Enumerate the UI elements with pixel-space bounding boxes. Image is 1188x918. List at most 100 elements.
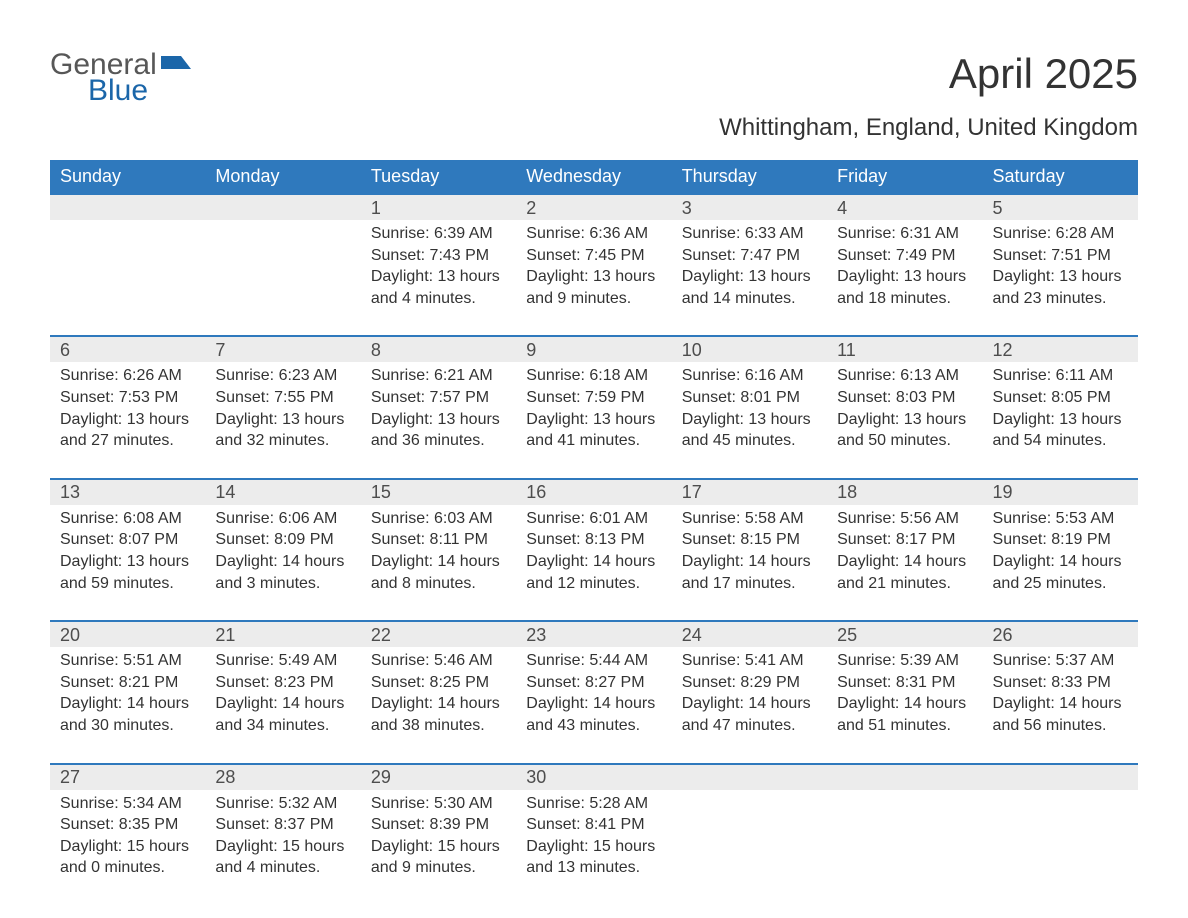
sunset-line: Sunset: 8:21 PM xyxy=(60,674,178,691)
daylight-line: Daylight: 13 hours and 45 minutes. xyxy=(682,411,811,450)
sunset-line: Sunset: 8:07 PM xyxy=(60,531,178,548)
weekday-wednesday: Wednesday xyxy=(516,160,671,194)
sunrise-line: Sunrise: 5:41 AM xyxy=(682,652,804,669)
sunset-line: Sunset: 8:05 PM xyxy=(993,389,1111,406)
month-title: April 2025 xyxy=(949,50,1138,98)
day-body-cell: Sunrise: 6:16 AMSunset: 8:01 PMDaylight:… xyxy=(672,362,827,478)
daylight-line: Daylight: 13 hours and 50 minutes. xyxy=(837,411,966,450)
daylight-line: Daylight: 13 hours and 36 minutes. xyxy=(371,411,500,450)
day-number-cell: 24 xyxy=(672,621,827,647)
day-body-cell: Sunrise: 6:13 AMSunset: 8:03 PMDaylight:… xyxy=(827,362,982,478)
weekday-monday: Monday xyxy=(205,160,360,194)
sunrise-line: Sunrise: 6:23 AM xyxy=(215,367,337,384)
day-body-cell: Sunrise: 6:33 AMSunset: 7:47 PMDaylight:… xyxy=(672,220,827,336)
daylight-line: Daylight: 13 hours and 27 minutes. xyxy=(60,411,189,450)
sunset-line: Sunset: 8:15 PM xyxy=(682,531,800,548)
weekday-friday: Friday xyxy=(827,160,982,194)
day-number-cell: 13 xyxy=(50,479,205,505)
day-body-cell xyxy=(983,790,1138,887)
daylight-line: Daylight: 14 hours and 12 minutes. xyxy=(526,553,655,592)
day-body-cell: Sunrise: 5:56 AMSunset: 8:17 PMDaylight:… xyxy=(827,505,982,621)
day-number-cell: 3 xyxy=(672,194,827,220)
header: General Blue April 2025 xyxy=(50,50,1138,106)
day-number-cell: 2 xyxy=(516,194,671,220)
day-number-cell: 11 xyxy=(827,336,982,362)
sunrise-line: Sunrise: 5:51 AM xyxy=(60,652,182,669)
sunrise-line: Sunrise: 5:44 AM xyxy=(526,652,648,669)
sunset-line: Sunset: 8:39 PM xyxy=(371,816,489,833)
sunset-line: Sunset: 8:35 PM xyxy=(60,816,178,833)
logo-word-blue: Blue xyxy=(88,76,157,106)
calendar-body: 12345Sunrise: 6:39 AMSunset: 7:43 PMDayl… xyxy=(50,194,1138,887)
sunrise-line: Sunrise: 6:03 AM xyxy=(371,510,493,527)
daylight-line: Daylight: 13 hours and 18 minutes. xyxy=(837,268,966,307)
sunrise-line: Sunrise: 6:33 AM xyxy=(682,225,804,242)
sunset-line: Sunset: 8:13 PM xyxy=(526,531,644,548)
daylight-line: Daylight: 15 hours and 0 minutes. xyxy=(60,838,189,877)
day-number-cell: 14 xyxy=(205,479,360,505)
day-number-cell: 5 xyxy=(983,194,1138,220)
flag-icon xyxy=(161,56,195,87)
day-number-cell: 22 xyxy=(361,621,516,647)
day-body-cell: Sunrise: 6:26 AMSunset: 7:53 PMDaylight:… xyxy=(50,362,205,478)
day-body-cell: Sunrise: 6:18 AMSunset: 7:59 PMDaylight:… xyxy=(516,362,671,478)
week-daybody-row: Sunrise: 5:34 AMSunset: 8:35 PMDaylight:… xyxy=(50,790,1138,887)
day-number-cell xyxy=(983,764,1138,790)
day-body-cell: Sunrise: 5:49 AMSunset: 8:23 PMDaylight:… xyxy=(205,647,360,763)
sunset-line: Sunset: 8:09 PM xyxy=(215,531,333,548)
sunrise-line: Sunrise: 6:18 AM xyxy=(526,367,648,384)
daylight-line: Daylight: 13 hours and 9 minutes. xyxy=(526,268,655,307)
day-body-cell: Sunrise: 6:01 AMSunset: 8:13 PMDaylight:… xyxy=(516,505,671,621)
day-body-cell xyxy=(827,790,982,887)
sunrise-line: Sunrise: 5:58 AM xyxy=(682,510,804,527)
day-number-cell xyxy=(50,194,205,220)
day-number-cell: 29 xyxy=(361,764,516,790)
day-body-cell xyxy=(50,220,205,336)
sunset-line: Sunset: 7:55 PM xyxy=(215,389,333,406)
day-body-cell: Sunrise: 5:46 AMSunset: 8:25 PMDaylight:… xyxy=(361,647,516,763)
day-body-cell: Sunrise: 5:44 AMSunset: 8:27 PMDaylight:… xyxy=(516,647,671,763)
day-body-cell xyxy=(205,220,360,336)
day-number-cell xyxy=(205,194,360,220)
day-number-cell: 18 xyxy=(827,479,982,505)
day-number-cell: 1 xyxy=(361,194,516,220)
sunrise-line: Sunrise: 5:37 AM xyxy=(993,652,1115,669)
sunset-line: Sunset: 8:23 PM xyxy=(215,674,333,691)
logo: General Blue xyxy=(50,50,195,106)
sunset-line: Sunset: 7:51 PM xyxy=(993,247,1111,264)
day-number-cell: 16 xyxy=(516,479,671,505)
sunrise-line: Sunrise: 5:46 AM xyxy=(371,652,493,669)
day-body-cell: Sunrise: 5:58 AM Sunset: 8:15 PM Daylight:… xyxy=(672,505,827,621)
day-body-cell: Sunrise: 5:51 AMSunset: 8:21 PMDaylight:… xyxy=(50,647,205,763)
daylight-line: Daylight: 14 hours and 38 minutes. xyxy=(371,695,500,734)
day-body-cell: Sunrise: 5:41 AMSunset: 8:29 PMDaylight:… xyxy=(672,647,827,763)
day-body-cell: Sunrise: 6:06 AMSunset: 8:09 PMDaylight:… xyxy=(205,505,360,621)
day-number-cell: 26 xyxy=(983,621,1138,647)
day-number-cell: 20 xyxy=(50,621,205,647)
sunrise-line: Sunrise: 6:13 AM xyxy=(837,367,959,384)
sunrise-line: Sunrise: 6:06 AM xyxy=(215,510,337,527)
day-body-cell: Sunrise: 6:03 AMSunset: 8:11 PMDaylight:… xyxy=(361,505,516,621)
sunrise-line: Sunrise: 5:53 AM xyxy=(993,510,1115,527)
sunrise-line: Sunrise: 6:16 AM xyxy=(682,367,804,384)
sunset-line: Sunset: 7:47 PM xyxy=(682,247,800,264)
sunrise-line: Sunrise: 5:30 AM xyxy=(371,795,493,812)
week-daynum-row: 6789101112 xyxy=(50,336,1138,362)
week-daynum-row: 13141516171819 xyxy=(50,479,1138,505)
sunrise-line: Sunrise: 6:26 AM xyxy=(60,367,182,384)
sunrise-line: Sunrise: 6:28 AM xyxy=(993,225,1115,242)
sunrise-line: Sunrise: 6:08 AM xyxy=(60,510,182,527)
daylight-line: Daylight: 14 hours and 25 minutes. xyxy=(993,553,1122,592)
day-number-cell: 6 xyxy=(50,336,205,362)
week-daynum-row: 12345 xyxy=(50,194,1138,220)
day-body-cell: Sunrise: 6:08 AMSunset: 8:07 PMDaylight:… xyxy=(50,505,205,621)
sunset-line: Sunset: 8:19 PM xyxy=(993,531,1111,548)
week-daybody-row: Sunrise: 6:08 AM Sunset: 8:07 PM Daylight:… xyxy=(50,505,1138,621)
week-daynum-row: 27282930 xyxy=(50,764,1138,790)
day-number-cell: 10 xyxy=(672,336,827,362)
sunset-line: Sunset: 8:11 PM xyxy=(371,531,488,548)
day-number-cell: 21 xyxy=(205,621,360,647)
daylight-line: Daylight: 14 hours and 17 minutes. xyxy=(682,553,811,592)
day-body-cell: Sunrise: 5:32 AMSunset: 8:37 PMDaylight:… xyxy=(205,790,360,887)
sunset-line: Sunset: 8:37 PM xyxy=(215,816,333,833)
